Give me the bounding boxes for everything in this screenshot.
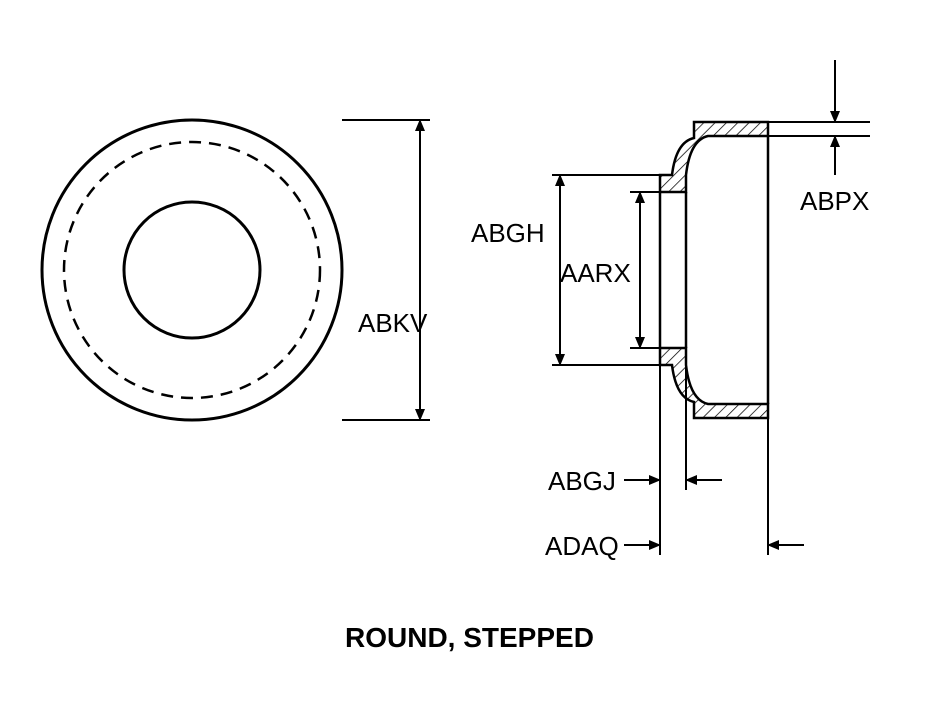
front-view — [42, 120, 342, 420]
label-adaq: ADAQ — [545, 531, 619, 562]
label-abkv: ABKV — [358, 308, 427, 339]
label-abgh: ABGH — [471, 218, 545, 249]
label-abpx: ABPX — [800, 186, 869, 217]
label-abgj: ABGJ — [548, 466, 616, 497]
dimension-abkv — [342, 120, 430, 420]
engineering-diagram — [0, 0, 931, 702]
dimension-abpx — [768, 60, 870, 175]
label-aarx: AARX — [560, 258, 631, 289]
dimension-abgj — [624, 365, 722, 490]
side-view — [660, 122, 768, 418]
diagram-caption: ROUND, STEPPED — [345, 622, 594, 654]
dimension-adaq — [624, 418, 804, 555]
dimension-aarx — [630, 192, 660, 348]
